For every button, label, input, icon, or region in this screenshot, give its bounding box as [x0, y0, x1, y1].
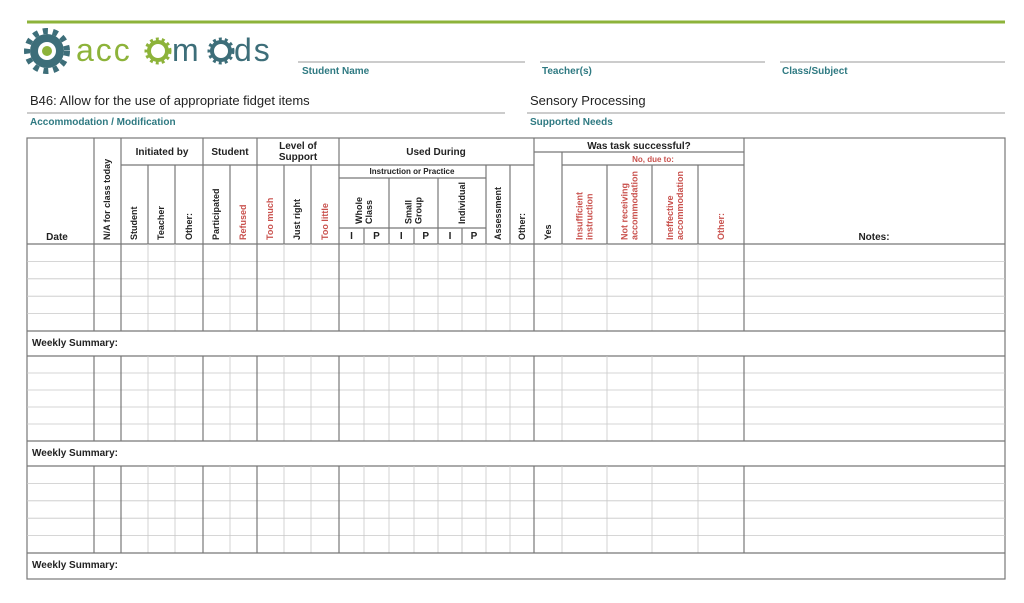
column-label: Participated — [211, 188, 221, 240]
column-label: Ineffective — [665, 195, 675, 240]
column-label: Insufficient — [575, 192, 585, 240]
column-label: Whole — [354, 197, 364, 224]
column-label: accommodation — [630, 171, 640, 240]
weekly-summary-label: Weekly Summary: — [32, 448, 118, 459]
column-label: accommodation — [675, 171, 685, 240]
header-text: No, due to: — [632, 155, 674, 164]
header-text: Date — [46, 232, 68, 243]
logo-text: ds — [234, 32, 272, 68]
column-label: Individual — [457, 182, 467, 224]
column-label: Student — [129, 207, 139, 241]
field-label: Class/Subject — [782, 66, 848, 77]
header-text: I — [400, 231, 403, 242]
column-label: Other: — [716, 213, 726, 240]
accommodation-value: B46: Allow for the use of appropriate fi… — [30, 93, 310, 108]
column-label: Too little — [320, 203, 330, 240]
header-text: P — [471, 231, 478, 242]
column-label: Small — [404, 200, 414, 224]
logo-gear — [24, 28, 70, 74]
header-text: Was task successful? — [587, 141, 691, 152]
column-label: Teacher — [156, 206, 166, 240]
header-text: P — [373, 231, 380, 242]
weekly-summary-label: Weekly Summary: — [32, 338, 118, 349]
header-text: Level of — [279, 141, 317, 152]
table-frame — [26, 137, 1006, 580]
logo-gear — [144, 37, 172, 65]
needs-value: Sensory Processing — [530, 93, 646, 108]
column-label: Other: — [517, 213, 527, 240]
header-text: Instruction or Practice — [370, 167, 455, 176]
tracking-table: Date N/A for class today Initiated by Stude… — [26, 137, 1006, 580]
column-label: Too much — [265, 198, 275, 240]
column-label: instruction — [585, 194, 595, 241]
header-text: Student — [211, 147, 249, 158]
field-label: Teacher(s) — [542, 66, 592, 77]
field-label: Supported Needs — [530, 117, 613, 128]
column-label: Not receiving — [620, 183, 630, 240]
field-label: Accommodation / Modification — [30, 117, 176, 128]
column-label: N/A for class today — [102, 159, 112, 240]
weekly-summary-label: Weekly Summary: — [32, 560, 118, 571]
header-text: Initiated by — [136, 147, 189, 158]
column-label: Other: — [184, 213, 194, 240]
column-label: Just right — [292, 199, 302, 240]
header-text: Used During — [406, 147, 465, 158]
header-text: I — [350, 231, 353, 242]
header-text: I — [449, 231, 452, 242]
column-label: Group — [414, 197, 424, 224]
column-label: Refused — [238, 204, 248, 240]
header-text: P — [422, 231, 429, 242]
column-label: Yes — [543, 224, 553, 240]
logo-text: m — [172, 32, 199, 68]
logo-text: acc — [76, 32, 132, 68]
header-text: Support — [279, 152, 318, 163]
logo-gear — [207, 37, 235, 65]
field-label: Student Name — [302, 66, 370, 77]
column-label: Assessment — [493, 187, 503, 240]
header-text: Notes: — [858, 232, 889, 243]
column-label: Class — [364, 200, 374, 224]
